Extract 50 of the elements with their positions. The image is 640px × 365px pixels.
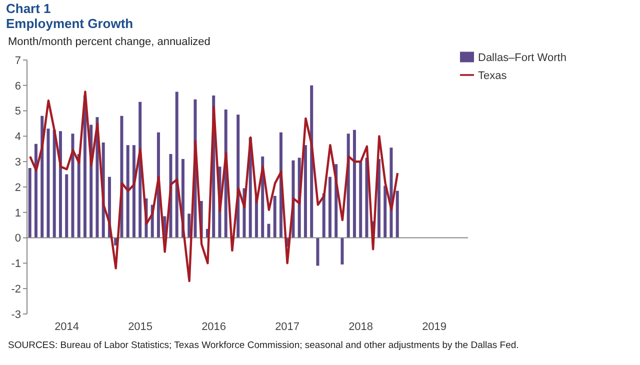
- bar: [71, 134, 74, 238]
- y-tick-label: 4: [14, 131, 21, 144]
- bar: [132, 145, 136, 238]
- y-tick-label: 7: [14, 54, 21, 67]
- bar: [322, 193, 326, 238]
- bar: [310, 85, 314, 238]
- line-series: [28, 90, 399, 282]
- bar: [52, 130, 56, 238]
- bar: [396, 190, 399, 238]
- bar: [267, 224, 270, 238]
- y-tick-label: -2: [11, 284, 21, 296]
- y-tick-label: -3: [11, 308, 21, 321]
- bar: [377, 159, 380, 238]
- bar: [340, 238, 344, 264]
- bar: [316, 238, 320, 266]
- y-tick-label: -1: [11, 258, 21, 270]
- bar: [384, 186, 387, 238]
- bar: [365, 158, 368, 238]
- bar: [273, 196, 276, 238]
- bar: [175, 92, 178, 238]
- bar: [34, 144, 38, 238]
- bar: [126, 145, 130, 238]
- bar: [304, 145, 307, 238]
- bar: [46, 128, 50, 238]
- legend-label: Texas: [478, 70, 507, 82]
- bar: [328, 176, 332, 238]
- y-tick-label: 2: [14, 182, 21, 194]
- chart-title: Chart 1 Employment Growth: [6, 1, 134, 31]
- x-tick-label: 2014: [54, 320, 80, 333]
- y-tick-label: 0: [14, 232, 21, 245]
- bar: [188, 214, 191, 238]
- bar: [77, 154, 80, 238]
- bar: [65, 174, 68, 238]
- y-tick-label: 3: [14, 156, 21, 169]
- bar: [352, 130, 356, 238]
- chart-subtitle: Month/month percent change, annualized: [8, 36, 210, 48]
- y-tick-label: 6: [14, 80, 21, 92]
- bar: [58, 131, 62, 238]
- x-tick-label: 2017: [275, 320, 300, 333]
- legend-label: Dallas–Fort Worth: [478, 52, 566, 64]
- y-tick-label: 5: [14, 106, 21, 118]
- x-tick-label: 2016: [202, 320, 226, 333]
- source-note: SOURCES: Bureau of Labor Statistics; Texas Workforce Commission; seasonal and other adjustments by the Dallas Fed.: [8, 340, 519, 351]
- bar: [28, 168, 32, 238]
- bar: [40, 116, 44, 238]
- x-tick-label: 2019: [422, 320, 447, 333]
- bar: [359, 162, 362, 238]
- x-tick-label: 2015: [128, 320, 153, 333]
- y-tick-label: 1: [14, 207, 21, 220]
- x-tick-label: 2018: [348, 320, 374, 333]
